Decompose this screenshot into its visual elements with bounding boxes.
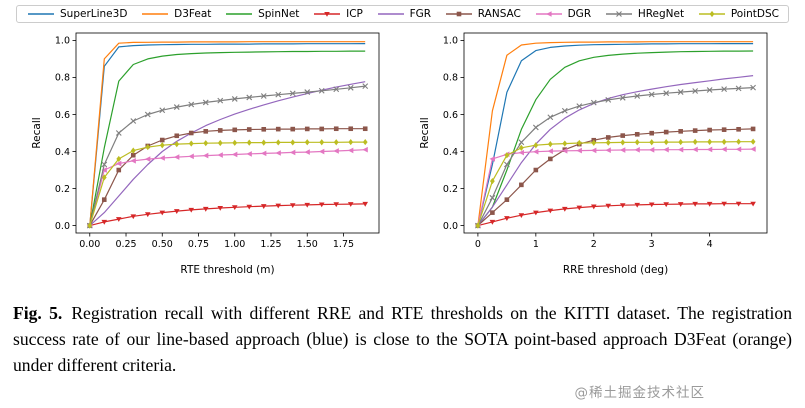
svg-text:3: 3 xyxy=(648,239,654,250)
legend-label: FGR xyxy=(409,8,432,20)
legend-line-swatch xyxy=(698,10,725,18)
figure-caption: Fig. 5. Registration recall with differen… xyxy=(13,301,792,379)
legend-label: DGR xyxy=(567,8,592,20)
legend-label: SpinNet xyxy=(258,8,300,20)
svg-text:0: 0 xyxy=(474,239,480,250)
svg-text:0.6: 0.6 xyxy=(442,110,457,121)
legend-label: ICP xyxy=(346,8,363,20)
legend-line-swatch xyxy=(314,12,341,17)
svg-text:RRE threshold (deg): RRE threshold (deg) xyxy=(562,264,667,276)
svg-text:0.8: 0.8 xyxy=(54,73,69,84)
legend-label: D3Feat xyxy=(174,8,212,20)
legend-line-swatch xyxy=(226,13,253,15)
legend-item-spinnet: SpinNet xyxy=(224,8,299,20)
svg-text:Recall: Recall xyxy=(419,117,431,148)
svg-text:4: 4 xyxy=(706,239,712,250)
svg-text:0.6: 0.6 xyxy=(54,110,69,121)
svg-text:1.75: 1.75 xyxy=(332,239,353,250)
legend-line-swatch xyxy=(605,11,632,17)
legend-item-fgr: FGR xyxy=(376,8,431,20)
legend-line-swatch xyxy=(377,13,404,15)
legend-label: HRegNet xyxy=(637,8,685,20)
svg-text:0.50: 0.50 xyxy=(151,239,172,250)
svg-text:1.50: 1.50 xyxy=(296,239,317,250)
svg-text:0.25: 0.25 xyxy=(115,239,136,250)
legend-item-d3feat: D3Feat xyxy=(140,8,211,20)
chart-legend: SuperLine3D D3Feat SpinNet ICP FGR RANSAC DGR H… xyxy=(16,5,789,23)
charts-row: 0.00 0.25 0.50 0.75 1.00 1.25 1.50 1.75 0.0 0.2 0.… xyxy=(0,26,805,281)
svg-text:0.4: 0.4 xyxy=(54,147,69,158)
svg-text:0.75: 0.75 xyxy=(187,239,208,250)
legend-item-pointdsc: PointDSC xyxy=(697,8,779,20)
svg-text:1.0: 1.0 xyxy=(442,36,457,47)
svg-text:1.00: 1.00 xyxy=(224,239,245,250)
legend-item-dgr: DGR xyxy=(534,8,592,20)
svg-text:RTE threshold (m): RTE threshold (m) xyxy=(180,264,274,276)
svg-text:0.8: 0.8 xyxy=(442,73,457,84)
svg-text:0.0: 0.0 xyxy=(442,221,457,232)
svg-text:2: 2 xyxy=(590,239,596,250)
svg-text:1.0: 1.0 xyxy=(54,36,69,47)
legend-line-swatch xyxy=(28,13,54,15)
figure-5: SuperLine3D D3Feat SpinNet ICP FGR RANSAC DGR H… xyxy=(0,5,805,281)
svg-text:0.4: 0.4 xyxy=(442,147,457,158)
figure-label: Fig. 5. xyxy=(13,303,63,323)
caption-text: Registration recall with different RRE a… xyxy=(13,303,792,375)
rte-recall-chart: 0.00 0.25 0.50 0.75 1.00 1.25 1.50 1.75 0.0 0.2 0.… xyxy=(31,32,379,276)
legend-label: PointDSC xyxy=(730,8,779,20)
svg-text:0.2: 0.2 xyxy=(54,184,69,195)
svg-text:1: 1 xyxy=(532,239,538,250)
legend-label: SuperLine3D xyxy=(60,8,128,20)
svg-text:0.00: 0.00 xyxy=(79,239,100,250)
watermark: @稀土掘金技术社区 xyxy=(574,385,705,401)
legend-label: RANSAC xyxy=(477,8,521,20)
legend-line-swatch xyxy=(535,11,562,17)
legend-item-hregnet: HRegNet xyxy=(604,8,684,20)
svg-text:Recall: Recall xyxy=(31,117,43,148)
svg-text:0.2: 0.2 xyxy=(442,184,457,195)
legend-line-swatch xyxy=(142,13,169,15)
legend-item-superline3d: SuperLine3D xyxy=(26,8,127,20)
svg-text:0.0: 0.0 xyxy=(54,221,69,232)
legend-item-icp: ICP xyxy=(312,8,363,20)
legend-line-swatch xyxy=(445,11,472,17)
rre-recall-chart: 0 1 2 3 4 0.0 0.2 0.4 0.6 0.8 1.0 RRE threshold (de… xyxy=(419,32,767,276)
svg-text:1.25: 1.25 xyxy=(260,239,281,250)
legend-item-ransac: RANSAC xyxy=(444,8,521,20)
